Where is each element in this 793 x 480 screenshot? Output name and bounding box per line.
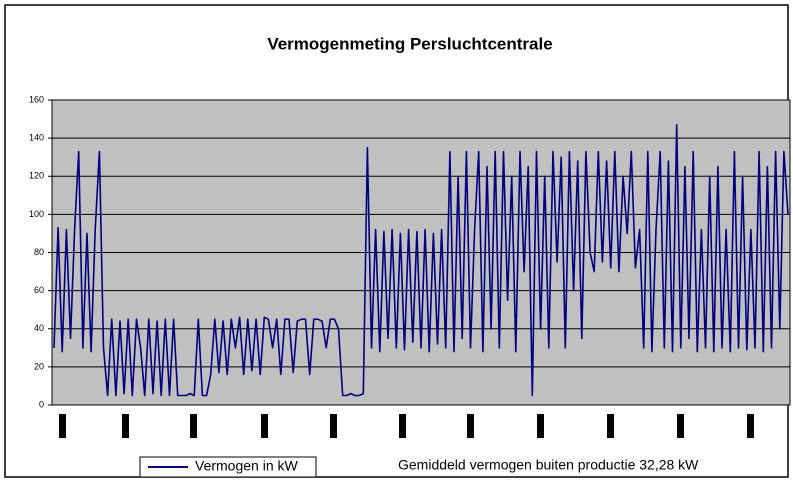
y-tick-label: 0: [39, 399, 44, 409]
y-tick-label: 100: [29, 209, 44, 219]
y-tick-label: 140: [29, 133, 44, 143]
x-tick-block: [467, 414, 474, 438]
x-tick-block: [59, 414, 66, 438]
x-tick-block: [399, 414, 406, 438]
data-line: [53, 124, 789, 397]
legend-box: [139, 456, 317, 478]
y-tick-label: 20: [34, 361, 44, 371]
x-tick-block: [537, 414, 544, 438]
y-tick-label: 80: [34, 247, 44, 257]
y-tick-label: 40: [34, 323, 44, 333]
annotation: Gemiddeld vermogen buiten productie 32,2…: [398, 457, 699, 473]
x-tick-block: [190, 414, 197, 438]
x-tick-block: [261, 414, 268, 438]
y-tick-label: 120: [29, 171, 44, 181]
x-tick-block: [677, 414, 684, 438]
x-tick-block: [330, 414, 337, 438]
x-tick-block: [747, 414, 754, 438]
legend-label: Vermogen in kW: [195, 458, 298, 474]
y-tick-label: 60: [34, 285, 44, 295]
chart-title: Vermogenmeting Persluchtcentrale: [267, 34, 552, 53]
x-tick-block: [607, 414, 614, 438]
y-tick-label: 160: [29, 94, 44, 104]
x-tick-block: [122, 414, 129, 438]
